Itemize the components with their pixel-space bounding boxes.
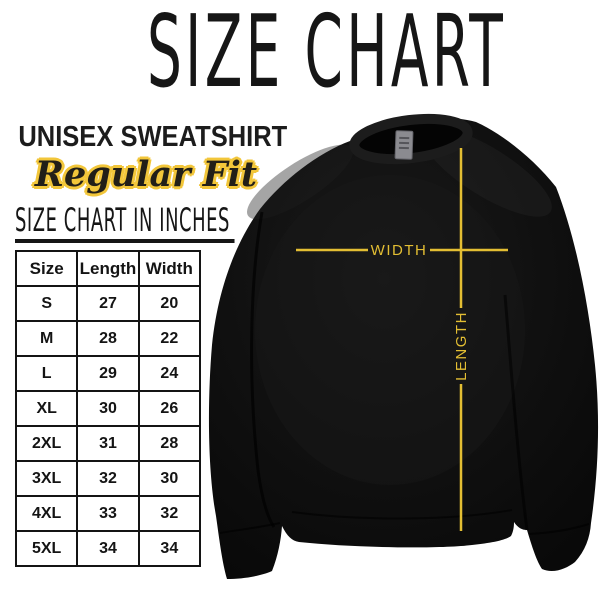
neck-tag (394, 130, 414, 160)
hem-seam (291, 509, 513, 520)
product-name: UNISEX SWEATSHIRT (0, 121, 292, 153)
cell-width: 20 (137, 285, 202, 322)
cell-size: 3XL (14, 460, 79, 497)
fit-label: Regular Fit (34, 154, 258, 195)
chest-highlight (255, 175, 525, 485)
table-row: 5XL 34 34 (14, 530, 202, 567)
cell-size: S (14, 285, 79, 322)
cell-width: 22 (137, 320, 202, 357)
cell-length: 29 (76, 355, 140, 392)
right-cuff-seam (528, 523, 590, 535)
cell-width: 24 (137, 355, 202, 392)
table-row: 2XL 31 28 (14, 425, 202, 462)
right-sleeve-seam (503, 294, 529, 531)
left-sleeve-seam (250, 211, 276, 528)
cell-width: 26 (137, 390, 202, 427)
cell-size: 4XL (14, 495, 79, 532)
table-row: 3XL 32 30 (14, 460, 202, 497)
table-row: M 28 22 (14, 320, 202, 357)
col-header-length: Length (76, 250, 140, 287)
cell-size: M (14, 320, 79, 357)
measurement-lines (296, 148, 508, 531)
table-row: L 29 24 (14, 355, 202, 392)
page-title-text: SIZE CHART (146, 0, 507, 110)
table-row: XL 30 26 (14, 390, 202, 427)
cell-size: XL (14, 390, 79, 427)
cell-size: L (14, 355, 79, 392)
cell-width: 30 (137, 460, 202, 497)
cell-width: 28 (137, 425, 202, 462)
product-name-text: UNISEX SWEATSHIRT (18, 121, 288, 153)
width-measure-label: WIDTH (371, 242, 428, 259)
left-cuff-seam (219, 522, 281, 534)
table-heading-text: SIZE CHART IN INCHES (15, 203, 235, 243)
size-table-header-row: Size Length Width (14, 250, 202, 287)
cell-width: 34 (137, 530, 202, 567)
table-row: S 27 20 (14, 285, 202, 322)
cell-length: 33 (76, 495, 140, 532)
cell-width: 32 (137, 495, 202, 532)
table-heading: SIZE CHART IN INCHES (15, 203, 407, 243)
size-table: Size Length Width S 27 20 M 28 22 L 29 2… (14, 250, 202, 567)
length-measure-label: LENGTH (453, 311, 470, 381)
cell-length: 32 (76, 460, 140, 497)
left-shoulder-highlight (246, 144, 354, 220)
cell-length: 31 (76, 425, 140, 462)
cell-length: 27 (76, 285, 140, 322)
cell-length: 30 (76, 390, 140, 427)
col-header-width: Width (137, 250, 202, 287)
col-header-size: Size (14, 250, 79, 287)
table-row: 4XL 33 32 (14, 495, 202, 532)
cell-size: 2XL (14, 425, 79, 462)
cell-length: 28 (76, 320, 140, 357)
cell-size: 5XL (14, 530, 79, 567)
page-title: SIZE CHART (0, 2, 600, 102)
cell-length: 34 (76, 530, 140, 567)
